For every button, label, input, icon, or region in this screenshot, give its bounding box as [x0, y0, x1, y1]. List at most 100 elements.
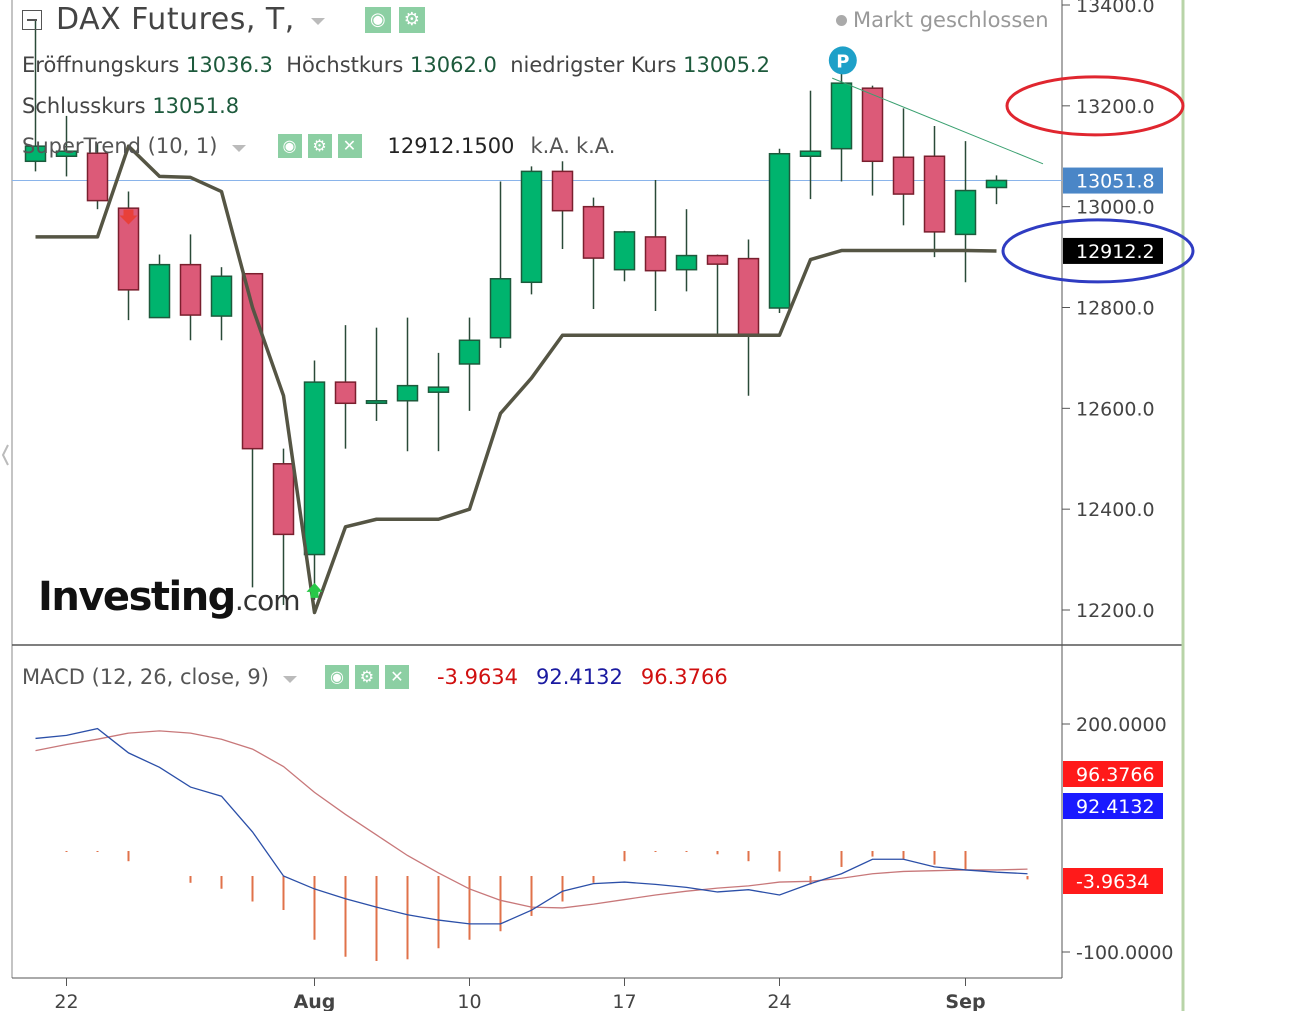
macd-hist-tag: -3.9634 [1076, 871, 1149, 893]
pivot-marker [828, 46, 857, 75]
y-tick-label: 13000.0 [1076, 197, 1155, 219]
open-label: Eröffnungskurs [22, 53, 180, 77]
chevron-down-icon[interactable] [310, 18, 325, 25]
candle-body [613, 231, 636, 271]
x-tick-label: 22 [54, 991, 78, 1011]
macd-y-tick-label: -100.0000 [1076, 942, 1174, 964]
open-value: 13036.3 [186, 53, 273, 77]
logo-main: Investing [38, 574, 236, 620]
low-value: 13005.2 [683, 53, 770, 77]
candle-body [706, 254, 729, 265]
macd-y-tick-label: 200.0000 [1076, 714, 1167, 736]
y-tick-label: 13200.0 [1076, 96, 1155, 118]
candle-body [892, 156, 915, 195]
candle-body [985, 179, 1008, 189]
supertrend-legend: SuperTrend (10, 1) ◉ ⚙ ✕ 12912.1500 k.A.… [22, 134, 615, 158]
macd-line-value: 92.4132 [536, 665, 623, 689]
macd-label[interactable]: MACD (12, 26, close, 9) [22, 665, 269, 689]
candle-body [427, 386, 450, 393]
macd-signal-line [35, 730, 1028, 909]
x-tick-label: 10 [457, 991, 481, 1011]
eye-icon[interactable]: ◉ [324, 665, 349, 689]
candle-body [148, 263, 171, 319]
macd-signal-value: 96.3766 [640, 665, 728, 689]
supertrend-value: 12912.1500 [387, 134, 515, 158]
candle-body [241, 272, 264, 450]
y-tick-label: 12200.0 [1076, 600, 1155, 622]
close-icon[interactable]: ✕ [384, 665, 409, 689]
macd-line-tag: 92.4132 [1076, 796, 1155, 818]
blue-ellipse-annotation [1001, 218, 1195, 284]
supertrend-tag: 12912.2 [1076, 241, 1155, 263]
macd-signal-tag: 96.3766 [1076, 764, 1155, 786]
candle-body [551, 170, 574, 212]
macd-line [35, 727, 1028, 925]
high-value: 13062.0 [410, 53, 497, 77]
candle-body [799, 150, 822, 157]
candle-body [117, 207, 140, 291]
y-tick-label: 12400.0 [1076, 499, 1155, 521]
collapse-icon[interactable] [22, 9, 42, 30]
candle-body [458, 339, 481, 365]
status-dot-icon [836, 14, 847, 26]
market-status-text: Markt geschlossen [853, 8, 1049, 32]
x-tick-label: Aug [294, 991, 336, 1011]
chevron-down-icon[interactable] [231, 144, 246, 152]
candle-body [768, 152, 791, 309]
candle-body [396, 384, 419, 402]
supertrend-extra-2: k.A. [575, 134, 616, 158]
supertrend-label[interactable]: SuperTrend (10, 1) [22, 134, 218, 158]
gear-icon[interactable]: ⚙ [398, 6, 425, 33]
eye-icon[interactable]: ◉ [277, 134, 302, 158]
trendline [832, 77, 1044, 165]
candle-body [179, 263, 202, 316]
chevron-left-icon [1, 444, 9, 466]
x-tick-label: 24 [767, 991, 791, 1011]
supertrend-line [35, 144, 997, 615]
macd-hist-value: -3.9634 [436, 665, 519, 689]
candle-body [830, 82, 853, 150]
candle-body [86, 152, 109, 202]
candle-body [644, 236, 667, 272]
close-label: Schlusskurs [22, 94, 146, 118]
gear-icon[interactable]: ⚙ [354, 665, 379, 689]
x-tick-label: 17 [612, 991, 636, 1011]
candle-body [954, 189, 977, 236]
candle-body [582, 205, 605, 259]
chevron-down-icon[interactable] [282, 675, 297, 683]
axis-layer: 13400.0 13200.0 13000.0 12800.0 12600.0 12400… [54, 0, 1173, 1011]
candle-body [365, 400, 388, 405]
x-tick-label: Sep [945, 991, 985, 1011]
candles-layer [24, 20, 1008, 605]
macd-layer [35, 727, 1029, 961]
y-tick-label: 12800.0 [1076, 298, 1155, 320]
close-icon[interactable]: ✕ [337, 134, 362, 158]
high-label: Höchstkurs [286, 53, 404, 77]
gear-icon[interactable]: ⚙ [307, 134, 332, 158]
last-price-tag-bg [1063, 167, 1163, 194]
y-tick-label: 13400.0 [1076, 0, 1155, 17]
supertrend-extra-1: k.A. [530, 134, 570, 158]
candle-body [861, 87, 884, 163]
supertrend-layer [35, 77, 1044, 615]
eye-icon[interactable]: ◉ [364, 6, 391, 33]
candle-body [272, 463, 295, 536]
macd-signal-tag-bg [1063, 761, 1163, 787]
candle-body [923, 155, 946, 233]
investing-logo: Investing.com [38, 574, 301, 620]
macd-legend: MACD (12, 26, close, 9) ◉ ⚙ ✕ -3.9634 92… [22, 665, 728, 689]
close-row: Schlusskurs 13051.8 [22, 94, 239, 118]
candle-body [520, 170, 543, 284]
candle-body [303, 381, 326, 556]
pivot-marker-label: P [836, 51, 849, 72]
y-tick-label: 12600.0 [1076, 398, 1155, 420]
market-status: Markt geschlossen [836, 8, 1049, 32]
symbol-title[interactable]: DAX Futures, T, [56, 2, 295, 37]
last-price-tag: 13051.8 [1076, 171, 1155, 193]
buy-arrow-icon [306, 582, 323, 598]
macd-hist-tag-bg [1063, 868, 1163, 894]
candle-body [675, 254, 698, 271]
candle-body [489, 278, 512, 339]
